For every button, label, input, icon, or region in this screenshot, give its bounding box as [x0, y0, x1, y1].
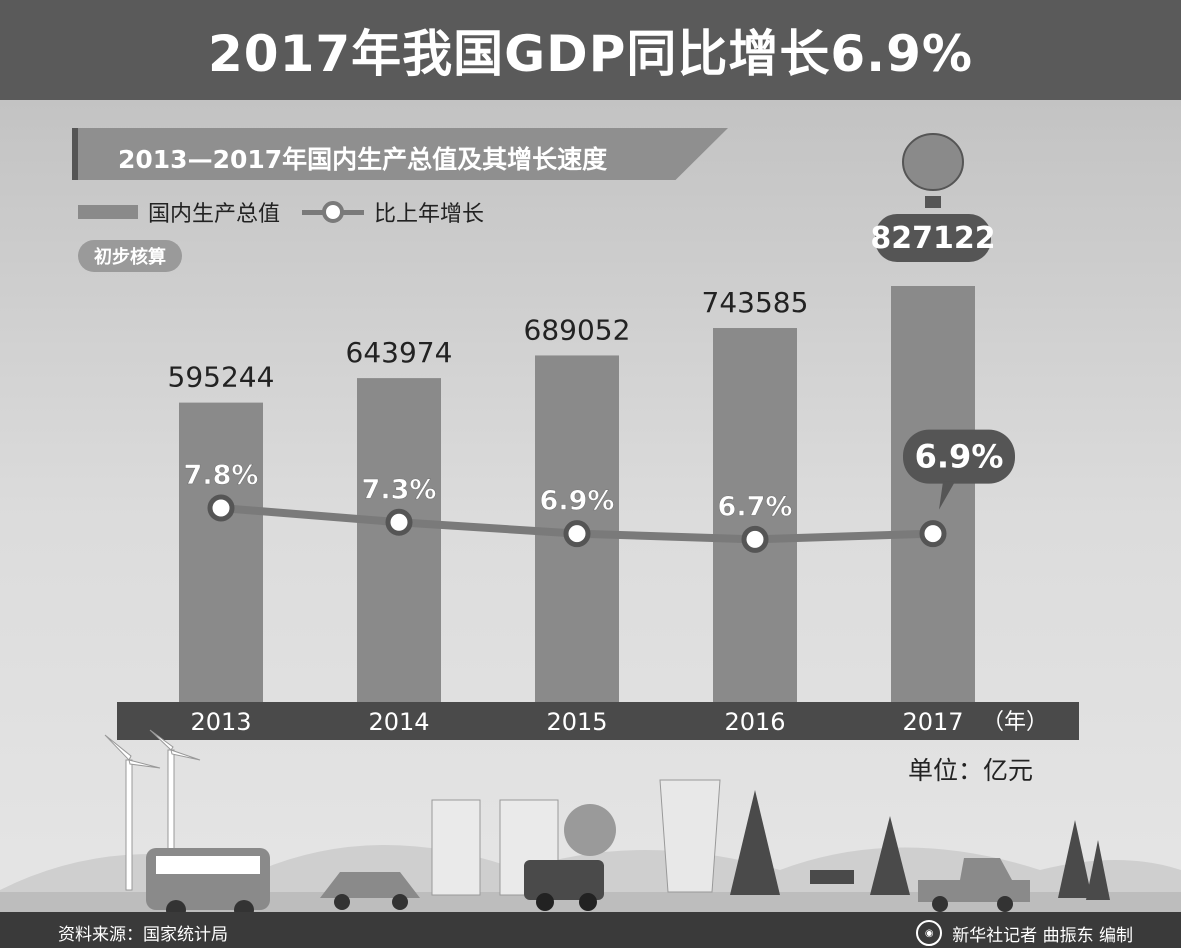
bar-2017: [891, 286, 975, 702]
data-source: 资料来源：国家统计局: [58, 925, 228, 945]
suv-icon: [524, 860, 604, 911]
credit: ◉ 新华社记者 曲振东 编制: [916, 920, 1133, 946]
growth-point-2017: [919, 520, 947, 548]
bar-value-2014: 643974: [346, 336, 453, 369]
bar-value-2016: 743585: [702, 286, 809, 319]
xinhua-logo-icon: ◉: [916, 920, 943, 946]
preliminary-badge: 初步核算: [78, 240, 182, 272]
bench-icon: [810, 870, 854, 884]
x-tick-2014: 2014: [368, 708, 429, 736]
growth-label-2016: 6.7%: [718, 491, 793, 522]
subtitle-banner: [72, 128, 728, 180]
x-axis-band: [117, 702, 1079, 740]
growth-label-2015: 6.9%: [540, 486, 615, 517]
balloon-basket-icon: [925, 196, 941, 208]
x-tick-2016: 2016: [724, 708, 785, 736]
growth-pill-2017: [903, 429, 1015, 484]
growth-point-2013: [207, 494, 235, 522]
growth-point-2016: [741, 525, 769, 553]
legend-line-swatch: [302, 201, 365, 223]
growth-point-2015: [563, 520, 591, 548]
tree-icon: [564, 779, 1110, 900]
growth-label-2017: 6.9%: [915, 438, 1004, 476]
bar-value-2017: 827122: [870, 221, 995, 256]
footer: 资料来源：国家统计局 ◉ 新华社记者 曲振东 编制: [0, 912, 1181, 948]
bar-2014: [357, 378, 441, 702]
growth-label-2014: 7.3%: [362, 474, 437, 505]
legend-bar-swatch: [78, 205, 138, 219]
unit-label: 单位：亿元: [908, 756, 1034, 785]
car-icon: [320, 872, 420, 910]
growth-label-2013: 7.8%: [184, 460, 259, 491]
bar-value-2013: 595244: [168, 361, 275, 394]
bar-2013: [179, 402, 263, 702]
balloon-icon: [902, 133, 964, 191]
city-scenery: [0, 729, 1181, 912]
bar-2016: [713, 328, 797, 702]
growth-point-2014: [385, 508, 413, 536]
bus-icon: [146, 848, 270, 912]
chart-subtitle: 2013—2017年国内生产总值及其增长速度: [118, 145, 608, 174]
pickup-truck-icon: [918, 858, 1030, 912]
credit-text: 新华社记者 曲振东 编制: [952, 925, 1133, 946]
x-tick-2013: 2013: [190, 708, 251, 736]
x-axis-unit: （年）: [982, 710, 1048, 735]
growth-pill-pointer: [939, 481, 955, 510]
legend-bar-label: 国内生产总值: [148, 202, 281, 227]
legend-line-label: 比上年增长: [374, 202, 485, 227]
value-pill-2017: [875, 214, 991, 262]
page-title: 2017年我国GDP同比增长6.9%: [207, 25, 974, 83]
x-tick-2015: 2015: [546, 708, 607, 736]
chart-legend: 国内生产总值 比上年增长: [78, 196, 484, 228]
title-bar: 2017年我国GDP同比增长6.9%: [0, 0, 1181, 100]
x-tick-2017: 2017: [902, 708, 963, 736]
bar-value-2015: 689052: [524, 313, 631, 346]
